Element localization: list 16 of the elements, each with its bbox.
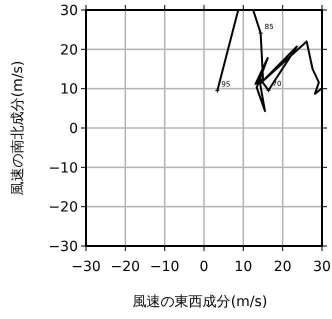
x-tick-label: 0 xyxy=(200,259,208,275)
y-tick-label: −10 xyxy=(48,160,78,176)
x-tick-label: 20 xyxy=(274,259,292,275)
x-tick-label: −20 xyxy=(110,259,140,275)
y-tick-label: −30 xyxy=(48,239,78,255)
x-axis-title: 風速の東西成分(m/s) xyxy=(132,294,268,310)
y-tick-label: −20 xyxy=(48,200,78,216)
x-tick-label: −30 xyxy=(71,259,101,275)
x-tick-label: 30 xyxy=(313,259,331,275)
y-tick-label: 0 xyxy=(69,121,78,137)
x-tick-label: 10 xyxy=(234,259,252,275)
y-tick-label: 20 xyxy=(60,42,78,58)
y-axis-title: 風速の南北成分(m/s) xyxy=(10,60,26,196)
y-tick-label: 30 xyxy=(60,3,78,19)
x-tick-label: −10 xyxy=(150,259,180,275)
y-tick-label: 10 xyxy=(60,82,78,98)
